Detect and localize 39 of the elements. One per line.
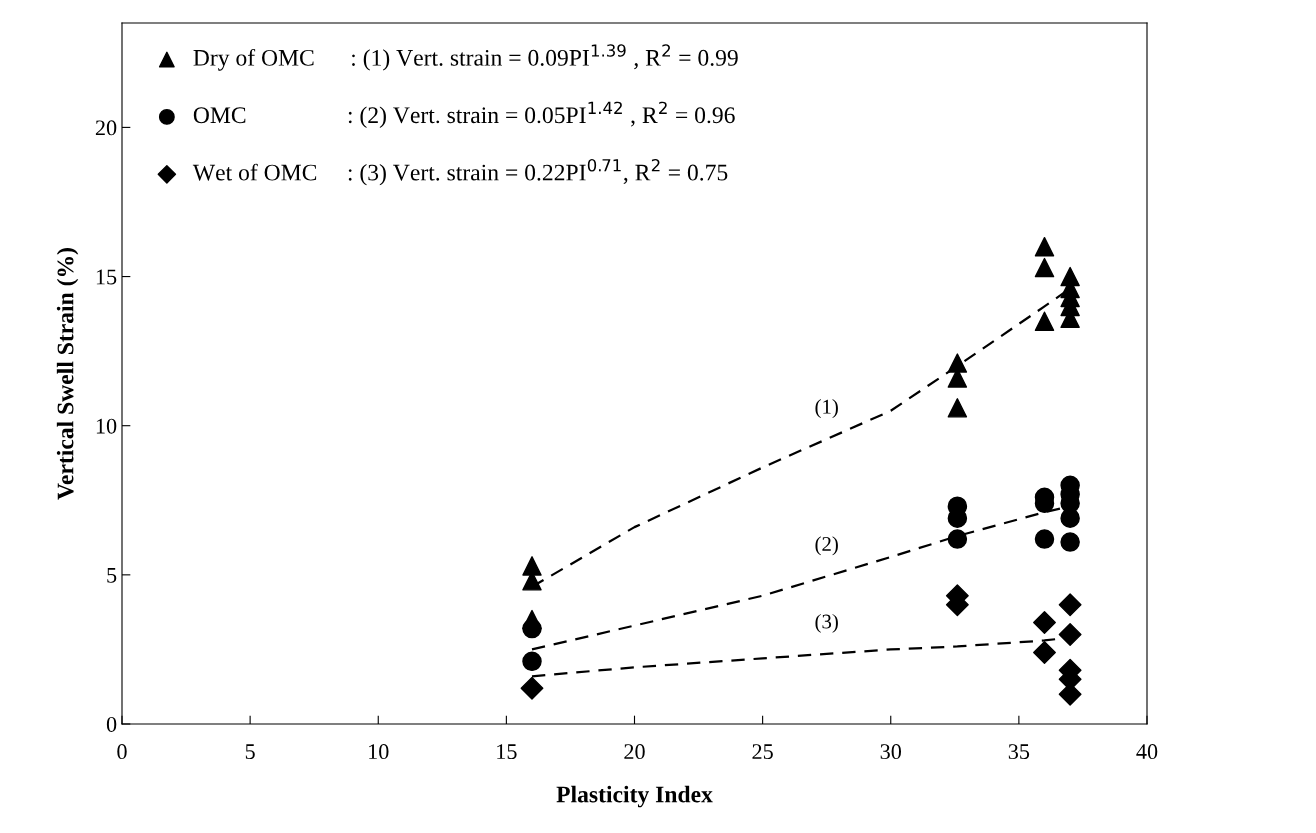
point [947,529,968,549]
x-tick-label: 25 [752,744,773,760]
point [1060,508,1080,528]
legend-label: Wet of OMC : (3) Vert. strain = 0.22PI$^{0.71}$, R$^{2}$ = 0.75 [192,159,728,186]
y-tick-label: 15 [96,269,117,285]
x-tick-label: 0 [117,744,127,760]
y-tick-label: 10 [96,418,117,434]
x-tick-label: 40 [1136,744,1158,760]
point [522,556,542,576]
point [1060,532,1080,552]
point [1034,257,1055,278]
point [1034,529,1055,549]
x-tick-label: 10 [369,744,389,760]
legend-label: Dry of OMC : (1) Vert. strain = 0.09PI$^{1.39}$ , R$^{2}$ = 0.99 [193,44,738,71]
annotation: (3) [815,613,838,633]
legend-label: OMC : (2) Vert. strain = 0.05PI$^{1.42}$ , R$^{2}$ = 0.96 [193,101,735,128]
point [522,618,542,639]
point [522,651,542,672]
x-tick-label: 5 [245,744,255,760]
annotation: (2) [815,536,838,556]
point [1034,236,1055,257]
y-tick-label: 0 [106,716,117,732]
point [1033,611,1056,635]
point [520,676,544,700]
annotation: (1) [815,399,838,419]
y-tick-label: 5 [107,568,117,583]
x-tick-label: 35 [1008,744,1030,760]
x-tick-label: 30 [880,744,902,760]
point [947,353,968,373]
y-axis-title: Vertical Swell Strain (%) [56,248,79,500]
point [1034,311,1055,332]
x-tick-label: 15 [497,744,517,760]
point [947,398,968,418]
point [1058,623,1082,646]
point [1058,593,1082,617]
y-tick-label: 20 [95,120,117,136]
point [1033,640,1056,664]
x-tick-label: 20 [624,744,645,760]
x-axis-title: Plasticity Index [556,785,713,808]
